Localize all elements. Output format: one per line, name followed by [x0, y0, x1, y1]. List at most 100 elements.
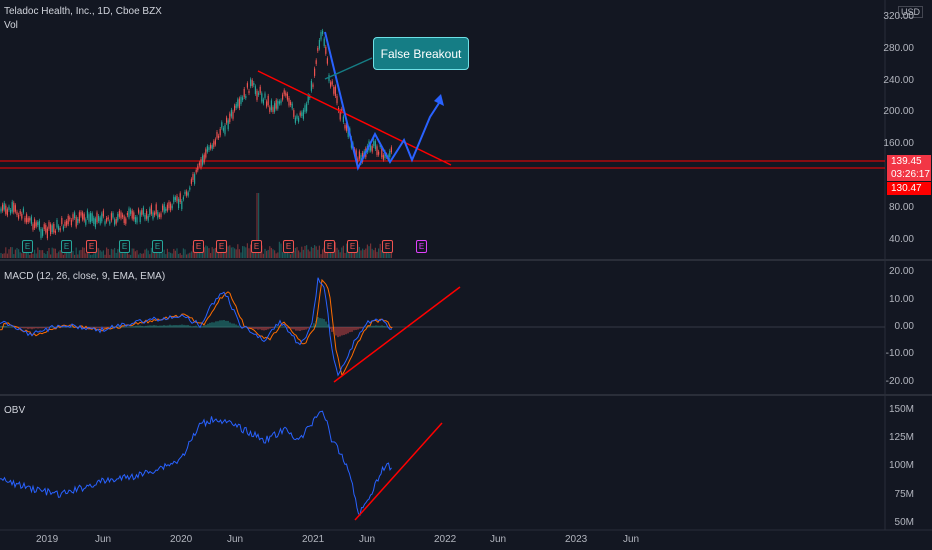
volume-bar: [78, 250, 80, 258]
macd-histogram-bar: [331, 327, 333, 332]
price-candle: [0, 208, 2, 212]
volume-bar: [146, 248, 148, 258]
macd-histogram-bar: [219, 320, 221, 328]
earnings-marker-icon[interactable]: E: [22, 240, 33, 253]
volume-bar: [318, 245, 320, 258]
price-candle: [40, 229, 42, 238]
earnings-marker-icon[interactable]: E: [347, 240, 358, 253]
price-candle: [86, 210, 88, 218]
macd-histogram-bar: [269, 327, 271, 329]
price-candle: [315, 60, 317, 64]
currency-badge[interactable]: USD: [898, 6, 924, 18]
volume-label[interactable]: Vol: [4, 20, 18, 31]
macd-title[interactable]: MACD (12, 26, close, 9, EMA, EMA): [4, 271, 166, 282]
earnings-marker-icon[interactable]: E: [86, 240, 97, 253]
price-candle: [211, 145, 213, 149]
earnings-marker-icon[interactable]: E: [382, 240, 393, 253]
price-candle: [94, 218, 96, 228]
volume-bar: [40, 250, 42, 258]
volume-bar: [317, 249, 319, 258]
volume-bar: [349, 249, 351, 258]
projection-path[interactable]: [324, 31, 442, 171]
volume-bar: [368, 246, 370, 258]
macd-histogram-bar: [253, 327, 255, 329]
price-candle: [384, 151, 386, 159]
macd-histogram-bar: [37, 327, 39, 329]
callout-pointer: [324, 57, 373, 80]
volume-bar: [235, 249, 237, 258]
macd-histogram-bar: [257, 327, 259, 330]
price-candle: [283, 90, 285, 95]
price-candle: [342, 116, 344, 123]
price-candle: [26, 214, 28, 223]
false-breakout-callout[interactable]: False Breakout: [373, 37, 469, 70]
symbol-title[interactable]: Teladoc Health, Inc., 1D, Cboe BZX: [4, 6, 162, 17]
macd-histogram-bar: [227, 320, 229, 328]
price-candle: [203, 154, 205, 163]
price-tick: 280.00: [883, 43, 914, 54]
price-candle: [195, 169, 197, 173]
earnings-marker-icon[interactable]: E: [152, 240, 163, 253]
price-candle: [243, 88, 245, 97]
price-candle: [90, 213, 92, 223]
price-candle: [171, 205, 173, 209]
price-tick: 320.00: [883, 11, 914, 22]
price-candle: [128, 208, 130, 218]
price-tick: 240.00: [883, 75, 914, 86]
obv-title[interactable]: OBV: [4, 405, 26, 416]
volume-bar: [344, 252, 346, 258]
earnings-marker-icon[interactable]: E: [193, 240, 204, 253]
price-candle: [227, 120, 229, 130]
earnings-marker-icon[interactable]: E: [324, 240, 335, 253]
volume-bar: [125, 250, 127, 258]
macd-histogram-bar: [163, 325, 165, 328]
price-candle: [142, 207, 144, 215]
obv-divergence-line[interactable]: [354, 422, 443, 521]
volume-bar: [376, 251, 378, 258]
earnings-marker-icon[interactable]: E: [416, 240, 427, 253]
price-candle: [267, 95, 269, 106]
price-candle: [381, 147, 383, 158]
volume-bar: [272, 249, 274, 258]
macd-histogram-bar: [239, 326, 241, 328]
price-candle: [126, 212, 128, 216]
macd-histogram-bar: [125, 326, 127, 328]
macd-histogram-bar: [97, 327, 99, 328]
price-candle: [163, 203, 165, 213]
price-candle: [102, 210, 104, 217]
price-candle: [222, 128, 224, 131]
volume-bar: [21, 253, 23, 258]
price-candle: [286, 93, 288, 100]
price-candle: [322, 30, 324, 35]
descending-trendline[interactable]: [257, 70, 452, 166]
earnings-marker-icon[interactable]: E: [251, 240, 262, 253]
price-candle: [99, 217, 101, 224]
volume-bar: [192, 245, 194, 258]
earnings-marker-icon[interactable]: E: [216, 240, 227, 253]
volume-series: [0, 193, 392, 258]
volume-bar: [117, 249, 119, 258]
volume-bar: [2, 253, 4, 258]
volume-bar: [283, 253, 285, 258]
macd-histogram-bar: [155, 325, 157, 328]
macd-histogram-bar: [129, 326, 131, 328]
volume-bar: [285, 249, 287, 258]
macd-histogram-bar: [169, 324, 171, 328]
price-candle: [14, 205, 16, 212]
volume-bar: [59, 250, 61, 258]
price-candle: [165, 208, 167, 212]
macd-histogram-bar: [307, 327, 309, 329]
macd-divergence-line[interactable]: [333, 286, 461, 383]
earnings-marker-icon[interactable]: E: [119, 240, 130, 253]
volume-bar: [106, 247, 108, 258]
price-candle: [277, 100, 279, 109]
price-candle: [123, 216, 125, 223]
volume-bar: [93, 253, 95, 258]
macd-histogram-bar: [249, 327, 251, 329]
earnings-marker-icon[interactable]: E: [61, 240, 72, 253]
earnings-marker-icon[interactable]: E: [283, 240, 294, 253]
price-candle: [53, 223, 55, 233]
volume-bar: [155, 248, 157, 258]
